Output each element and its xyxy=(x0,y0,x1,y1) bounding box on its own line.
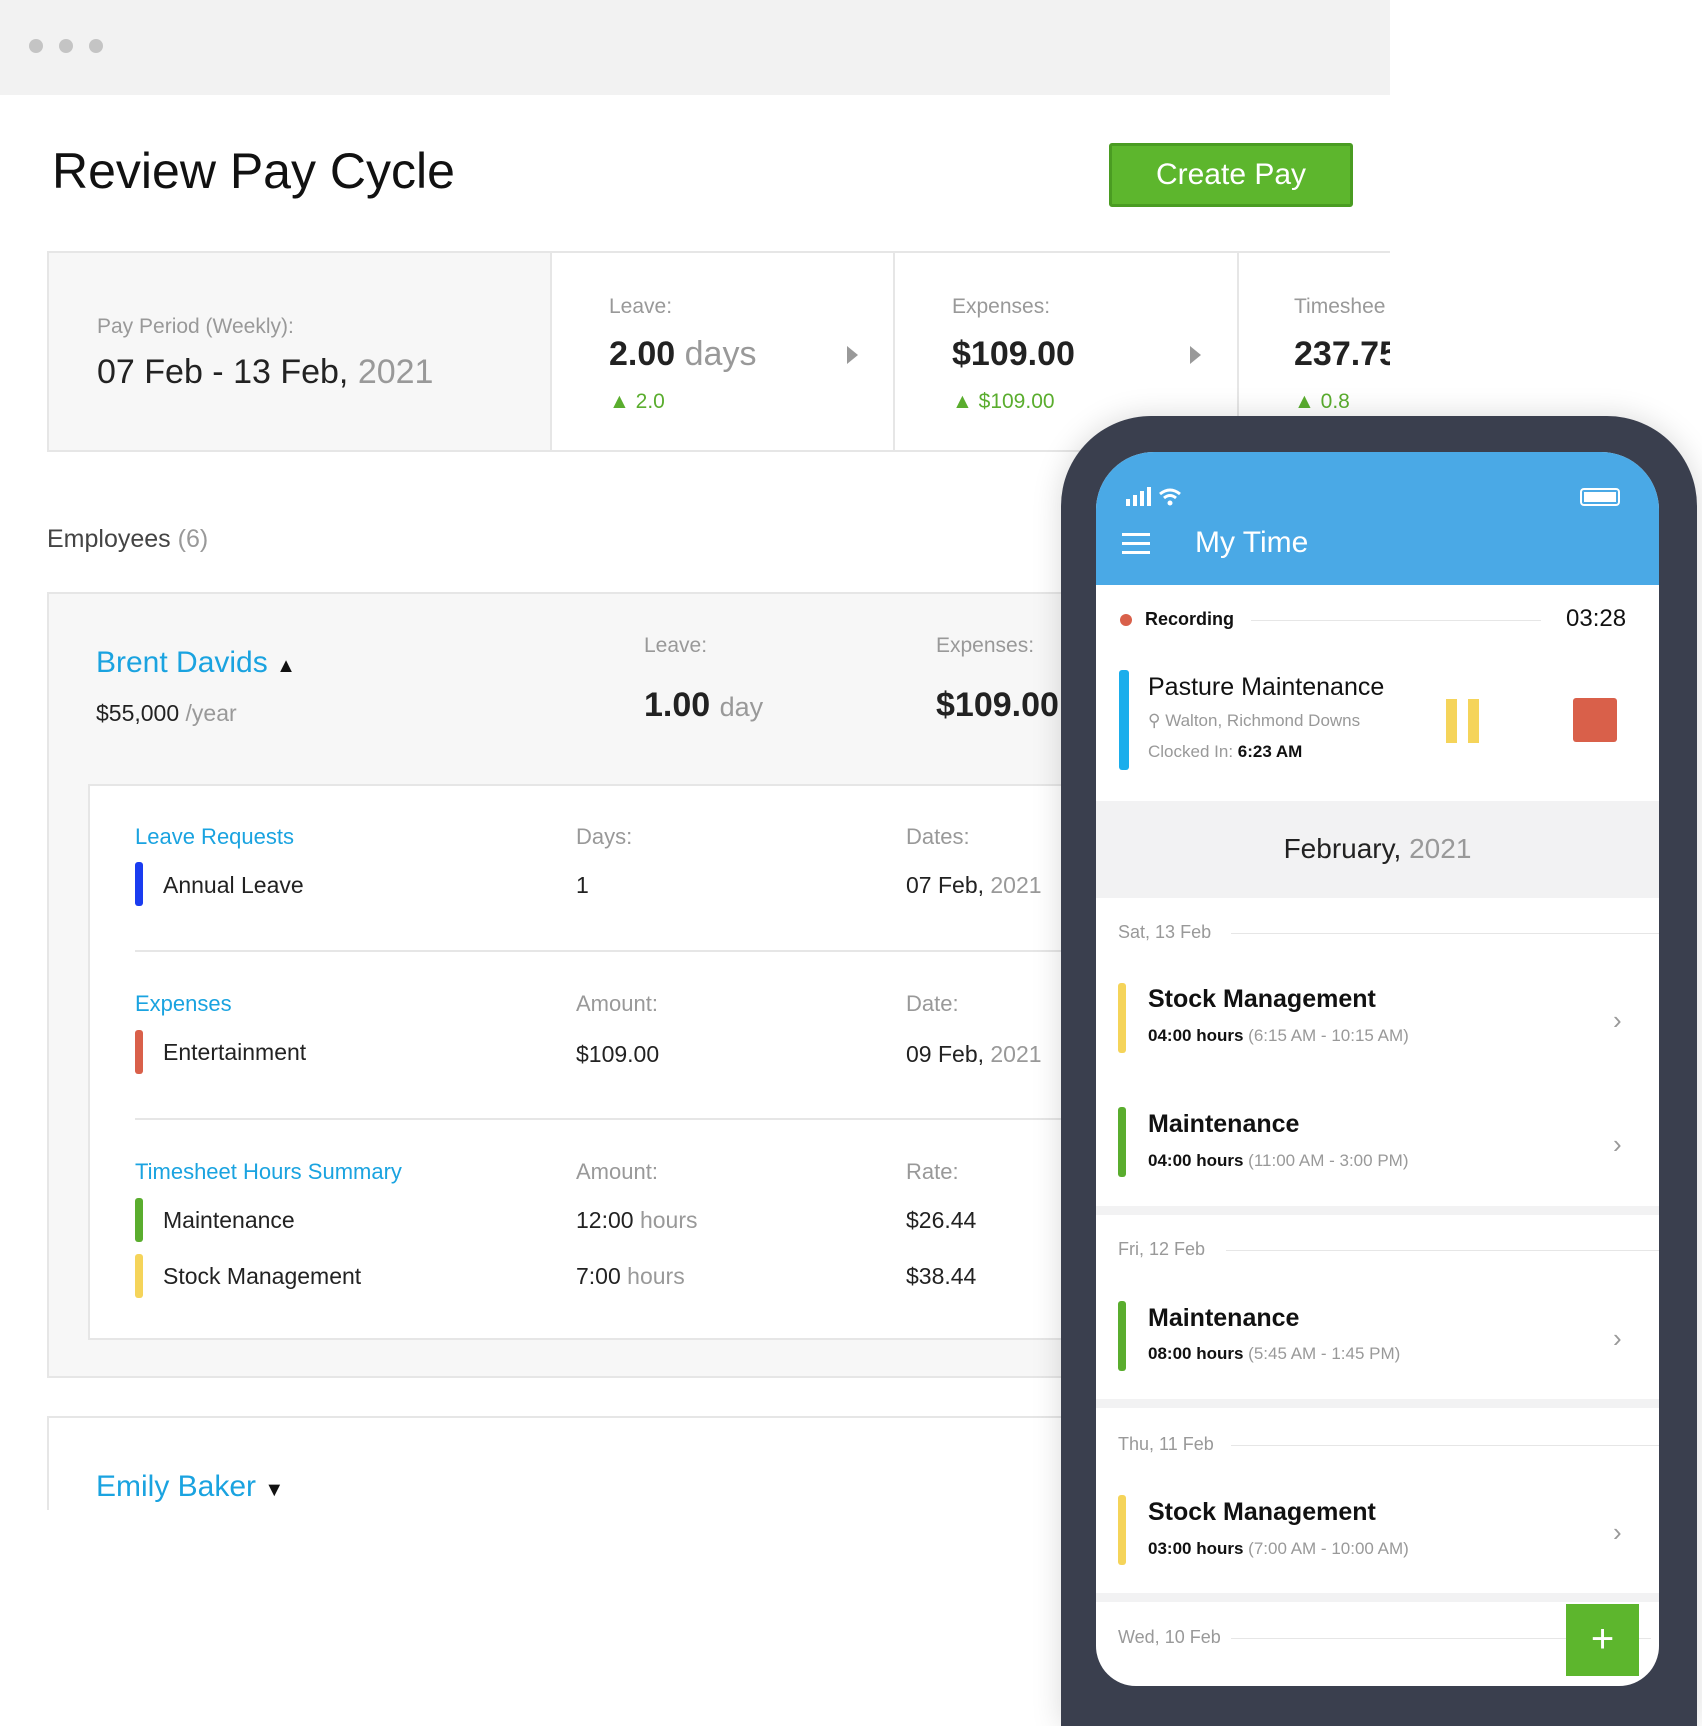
expenses-change: $109.00 xyxy=(978,390,1055,413)
add-entry-button[interactable]: + xyxy=(1566,1604,1639,1676)
leave-color-bar xyxy=(135,862,143,906)
up-arrow-icon: ▲ xyxy=(952,390,973,413)
stock-color-bar xyxy=(135,1254,143,1298)
pause-button[interactable] xyxy=(1446,699,1479,748)
timesheet-summary-title[interactable]: Timesheet Hours Summary xyxy=(135,1159,402,1184)
pay-period-year: 2021 xyxy=(357,353,434,391)
expenses-value: $109.00 xyxy=(952,335,1075,373)
window-minimize-dot[interactable] xyxy=(59,39,73,53)
location-pin-icon: ⚲ xyxy=(1148,711,1161,730)
timesheet-change: 0.8 xyxy=(1320,390,1350,413)
expenses-label: Expenses: xyxy=(952,295,1051,318)
recording-label: Recording xyxy=(1145,609,1235,629)
leave-value: 2.00 xyxy=(609,335,676,373)
leave-requests-title[interactable]: Leave Requests xyxy=(135,824,294,849)
emp-leave-label: Leave: xyxy=(644,634,708,657)
emp-leave-value: 1.00 xyxy=(644,686,711,724)
employee-name[interactable]: Emily Baker ▼ xyxy=(96,1470,285,1503)
chevron-right-icon: › xyxy=(1613,1323,1622,1353)
employees-heading: Employees (6) xyxy=(47,525,209,553)
emp-expenses-label: Expenses: xyxy=(936,634,1035,657)
leave-change: 2.0 xyxy=(635,390,665,413)
leave-row-name: Annual Leave xyxy=(163,872,304,898)
window-maximize-dot[interactable] xyxy=(89,39,103,53)
battery-icon xyxy=(1580,488,1620,506)
day-header: Thu, 11 Feb xyxy=(1118,1434,1214,1454)
chevron-right-icon: › xyxy=(1613,1005,1622,1035)
leave-unit: days xyxy=(684,335,757,373)
up-arrow-icon: ▲ xyxy=(609,390,630,413)
maintenance-color-bar xyxy=(135,1198,143,1242)
signal-wifi-icon xyxy=(1126,487,1181,506)
month-header: February, 2021 xyxy=(1096,801,1659,898)
hamburger-menu-icon[interactable] xyxy=(1122,533,1150,554)
chevron-right-icon[interactable] xyxy=(1190,346,1201,364)
expenses-title[interactable]: Expenses xyxy=(135,991,232,1016)
timesheet-label: Timeshee xyxy=(1294,295,1386,318)
window-titlebar xyxy=(0,0,1390,95)
chevron-right-icon: › xyxy=(1613,1517,1622,1547)
pay-period-label: Pay Period (Weekly): xyxy=(97,315,294,338)
up-arrow-icon: ▲ xyxy=(1294,390,1315,413)
current-task-title: Pasture Maintenance xyxy=(1148,673,1385,701)
current-location: Walton, Richmond Downs xyxy=(1165,711,1361,730)
caret-down-icon[interactable]: ▼ xyxy=(264,1479,285,1501)
pay-period-panel: Pay Period (Weekly): 07 Feb - 13 Feb, 20… xyxy=(49,253,552,450)
leave-label: Leave: xyxy=(609,295,673,318)
chevron-right-icon[interactable] xyxy=(847,346,858,364)
phone-screen: My Time Recording 03:28 Pasture Maintena… xyxy=(1096,452,1659,1686)
current-color-bar xyxy=(1119,670,1129,770)
pay-period-value: 07 Feb - 13 Feb, xyxy=(97,353,349,391)
recording-timer: 03:28 xyxy=(1566,605,1627,632)
employee-card-collapsed: Emily Baker ▼ xyxy=(47,1416,1390,1510)
chevron-right-icon: › xyxy=(1613,1129,1622,1159)
phone-header: My Time xyxy=(1096,452,1659,585)
day-header: Fri, 12 Feb xyxy=(1118,1239,1206,1259)
clocked-in-time: 6:23 AM xyxy=(1237,742,1303,761)
create-pay-button[interactable]: Create Pay xyxy=(1109,143,1353,207)
stop-button[interactable] xyxy=(1573,698,1617,742)
window-close-dot[interactable] xyxy=(29,39,43,53)
page-title: Review Pay Cycle xyxy=(52,143,455,199)
phone-title: My Time xyxy=(1195,526,1309,559)
caret-up-icon[interactable]: ▲ xyxy=(276,655,296,677)
employee-name[interactable]: Brent Davids ▲ xyxy=(96,646,296,679)
timesheet-value: 237.75 xyxy=(1294,335,1390,373)
salary: $55,000 xyxy=(96,700,180,726)
day-header: Sat, 13 Feb xyxy=(1118,922,1212,942)
expense-color-bar xyxy=(135,1030,143,1074)
emp-expenses-value: $109.00 xyxy=(936,686,1059,724)
recording-dot-icon xyxy=(1120,614,1132,626)
day-header: Wed, 10 Feb xyxy=(1118,1627,1221,1647)
